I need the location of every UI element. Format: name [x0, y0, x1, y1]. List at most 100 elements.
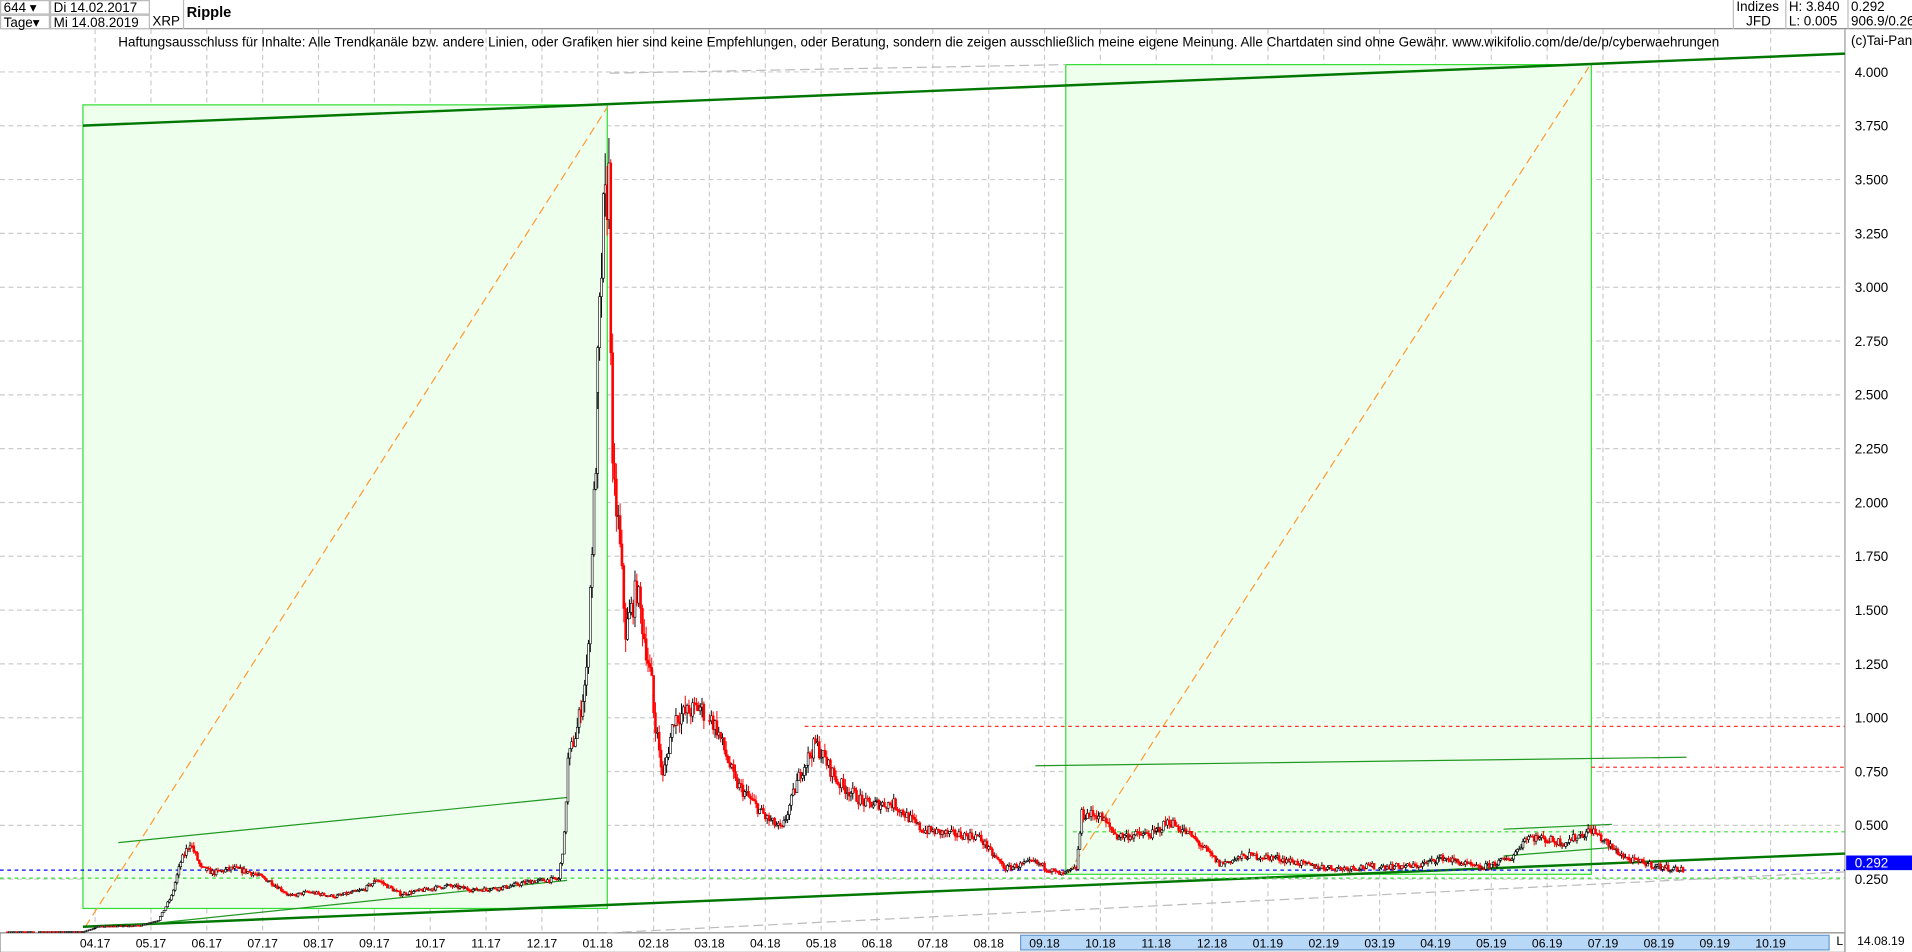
candle-body: [328, 895, 331, 898]
candle-body: [1670, 869, 1674, 872]
y-tick-label: 0.250: [1855, 872, 1889, 887]
candle-body: [261, 875, 264, 878]
candle-body: [1432, 858, 1435, 861]
candle-body: [804, 764, 808, 768]
candle-body: [590, 554, 594, 588]
candle-body: [1510, 858, 1514, 861]
x-tick-label: 06.18: [862, 936, 893, 950]
candle-body: [1499, 858, 1502, 861]
candle-body: [1214, 856, 1218, 863]
start-date[interactable]: Di 14.02.2017: [49, 0, 150, 16]
candle-body: [1084, 818, 1087, 820]
period-dropdown[interactable]: Tage▾: [0, 14, 50, 30]
candle-body: [507, 887, 510, 890]
candle-body: [611, 352, 614, 464]
candle-body: [769, 819, 773, 822]
candle-body: [823, 750, 827, 758]
candle-body: [1296, 860, 1299, 865]
candle-body: [443, 885, 447, 889]
candle-body: [870, 801, 873, 808]
y-tick-label: 0.500: [1855, 818, 1889, 833]
candle-body: [680, 713, 683, 725]
candle-body: [1404, 865, 1407, 868]
candle-body: [687, 704, 691, 714]
x-tick-label: 07.17: [247, 936, 278, 950]
candle-body: [596, 347, 600, 393]
candle-body: [842, 778, 845, 787]
x-tick-label: 11.17: [471, 936, 501, 950]
header-divider: [1785, 0, 1787, 30]
trend-line: [1503, 823, 1613, 830]
candle-body: [1045, 869, 1048, 872]
candle-body: [175, 874, 179, 883]
candle-body: [162, 910, 166, 913]
candle-body: [834, 776, 838, 783]
candle-body: [1527, 836, 1530, 840]
candle-body: [773, 817, 776, 826]
candle-body: [296, 893, 300, 897]
candle-body: [549, 877, 553, 883]
x-tick-label: 09.18: [1029, 936, 1060, 950]
candle-body: [1512, 854, 1515, 860]
candle-body: [836, 781, 840, 785]
end-date[interactable]: Mi 14.08.2019: [49, 14, 150, 30]
candle-body: [1497, 860, 1501, 866]
candle-body: [196, 852, 199, 861]
candle-body: [501, 886, 505, 890]
candle-body: [1678, 870, 1681, 872]
last-price-label: 0.292: [1855, 856, 1889, 871]
candle-body: [855, 790, 858, 802]
low-value: L: 0.005: [1788, 14, 1838, 30]
candle-body: [1190, 831, 1193, 837]
candle-body: [732, 764, 735, 772]
candle-body: [860, 794, 864, 800]
candle-body: [520, 882, 523, 886]
candle-body: [1108, 822, 1111, 828]
candle-body: [157, 920, 160, 922]
candle-body: [996, 857, 1000, 860]
candle-body: [365, 884, 369, 891]
candle-body: [1235, 857, 1238, 861]
candle-body: [970, 832, 974, 838]
candle-body: [1177, 825, 1180, 831]
candle-body: [639, 586, 642, 609]
candle-body: [285, 892, 289, 895]
candle-body: [918, 822, 922, 831]
y-tick-label: 2.250: [1855, 442, 1889, 457]
candle-body: [224, 869, 227, 873]
candle-body: [449, 884, 452, 887]
candle-body: [991, 848, 994, 856]
candle-body: [750, 798, 754, 800]
candle-body: [739, 783, 743, 786]
candle-body: [814, 738, 817, 743]
selected-range-highlight[interactable]: [1020, 934, 1830, 951]
candles-count-dropdown[interactable]: 644 ▾: [0, 0, 50, 16]
candle-body: [1452, 857, 1456, 861]
candle-body: [1082, 809, 1085, 820]
candle-body: [438, 885, 441, 888]
candle-body: [400, 894, 404, 897]
candle-body: [1622, 853, 1625, 858]
candle-body: [618, 515, 622, 545]
candle-body: [1575, 837, 1579, 841]
candle-body: [1242, 853, 1246, 856]
candle-body: [1378, 867, 1381, 870]
candle-body: [341, 894, 344, 896]
candle-body: [1266, 855, 1270, 857]
candle-body: [1428, 860, 1432, 862]
candle-body: [1544, 837, 1547, 843]
candle-body: [676, 715, 680, 723]
scale-mode-toggle[interactable]: L: [1836, 935, 1844, 949]
candle-body: [598, 296, 601, 348]
candle-body: [1147, 833, 1151, 837]
candle-body: [376, 879, 380, 882]
candle-body: [535, 880, 538, 883]
candle-body: [901, 809, 905, 815]
candle-body: [1246, 858, 1249, 860]
candle-body: [1123, 834, 1126, 839]
candle-body: [1566, 842, 1569, 844]
x-tick-label: 01.18: [582, 936, 613, 950]
candle-body: [998, 859, 1002, 862]
